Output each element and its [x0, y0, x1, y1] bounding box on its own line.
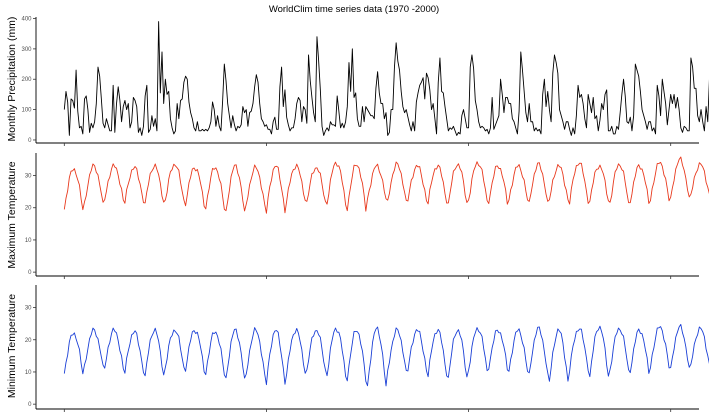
max-temperature-y-tick-label: 10 [25, 238, 32, 244]
precipitation-y-tick-label: 400 [21, 17, 32, 23]
precipitation-y-axis-label: Monthly Precipitation (mm) [6, 17, 18, 142]
precipitation-axes: 0 100 200 300 400 [21, 17, 699, 146]
precipitation-series-line [63, 21, 709, 136]
precipitation-y-tick-label: 200 [21, 77, 32, 83]
min-temperature-series-line [63, 323, 709, 387]
max-temperature-marks [63, 156, 709, 214]
max-temperature-y-tick-label: 30 [25, 174, 32, 180]
panel-min-temperature: 0 10 20 30 Minimum Temperature [6, 285, 709, 412]
max-temperature-y-tick-label: 20 [25, 206, 32, 212]
max-temperature-y-tick-label: 0 [28, 270, 32, 276]
max-temperature-series-line [63, 156, 709, 214]
panel-max-temperature: 0 10 20 30 Maximum Temperature [6, 153, 709, 279]
min-temperature-y-tick-label: 30 [25, 306, 32, 312]
precipitation-y-tick-label: 100 [21, 108, 32, 114]
min-temperature-y-axis-label: Minimum Temperature [6, 294, 18, 398]
min-temperature-marks [63, 323, 709, 387]
max-temperature-y-axis-label: Maximum Temperature [6, 161, 18, 268]
precipitation-y-tick-label: 300 [21, 47, 32, 53]
panel-precipitation: 0 100 200 300 400 Monthly Precipitation (mm) [6, 17, 709, 146]
min-temperature-axes: 0 10 20 30 [25, 285, 699, 412]
max-temperature-axes: 0 10 20 30 [25, 153, 699, 279]
precipitation-marks [63, 21, 709, 136]
chart-title: WorldClim time series data (1970 -2000) [269, 4, 439, 15]
precipitation-y-tick-label: 0 [28, 138, 32, 144]
min-temperature-y-tick-label: 10 [25, 370, 32, 376]
min-temperature-y-tick-label: 0 [28, 402, 32, 408]
min-temperature-y-tick-label: 20 [25, 338, 32, 344]
